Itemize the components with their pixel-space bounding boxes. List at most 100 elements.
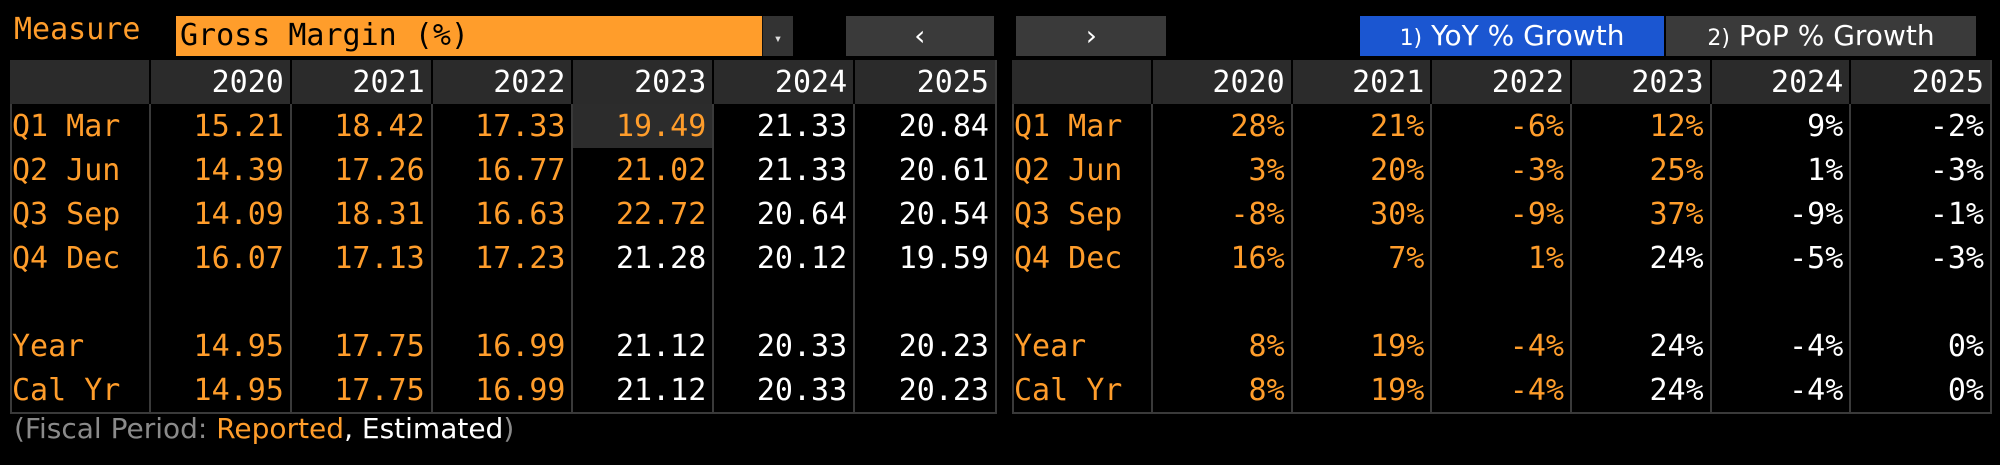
table-cell[interactable]: 21.33 — [712, 104, 855, 148]
dropdown-arrow-icon[interactable]: ▾ — [762, 16, 793, 56]
year-header[interactable]: 2024 — [712, 60, 855, 104]
table-cell[interactable]: -4% — [1709, 324, 1851, 368]
measure-select[interactable]: Gross Margin (%) — [176, 16, 792, 56]
year-header[interactable]: 2025 — [1849, 60, 1990, 104]
row-label[interactable]: Q3 Sep — [12, 196, 121, 232]
year-header[interactable]: 2022 — [430, 60, 573, 104]
year-header[interactable]: 2021 — [1290, 60, 1432, 104]
table-cell[interactable]: 21.12 — [571, 368, 714, 412]
table-cell[interactable]: -4% — [1430, 324, 1571, 368]
row-label[interactable]: Q3 Sep — [1014, 196, 1123, 232]
table-cell[interactable]: 17.23 — [430, 236, 573, 280]
table-cell[interactable]: -2% — [1849, 104, 1990, 148]
table-cell[interactable]: 22.72 — [571, 192, 714, 236]
prev-period-button[interactable]: ‹ — [846, 16, 994, 56]
year-header[interactable]: 2023 — [1569, 60, 1711, 104]
row-label[interactable]: Cal Yr — [1014, 372, 1123, 408]
table-cell[interactable]: 12% — [1569, 104, 1711, 148]
table-cell[interactable]: -3% — [1849, 236, 1990, 280]
table-cell[interactable]: -8% — [1151, 192, 1292, 236]
table-cell[interactable]: 16.07 — [149, 236, 291, 280]
table-cell[interactable]: 20.61 — [853, 148, 995, 192]
row-label[interactable]: Year — [12, 328, 85, 364]
table-cell[interactable]: 24% — [1569, 324, 1711, 368]
table-cell[interactable]: 17.75 — [289, 324, 432, 368]
table-cell[interactable]: 19.59 — [853, 236, 995, 280]
table-cell[interactable]: 17.26 — [289, 148, 432, 192]
table-cell[interactable]: 20% — [1290, 148, 1432, 192]
table-cell[interactable]: 20.33 — [712, 324, 855, 368]
table-cell[interactable]: 18.42 — [289, 104, 432, 148]
table-cell[interactable]: -4% — [1430, 368, 1571, 412]
pop-growth-button[interactable]: 2) PoP % Growth — [1666, 16, 1976, 56]
table-cell[interactable]: 14.09 — [149, 192, 291, 236]
row-label[interactable]: Q1 Mar — [1014, 108, 1123, 144]
year-header[interactable]: 2022 — [1430, 60, 1571, 104]
table-cell[interactable]: 20.23 — [853, 368, 995, 412]
table-cell[interactable]: 21.12 — [571, 324, 714, 368]
table-cell[interactable]: 20.33 — [712, 368, 855, 412]
table-cell[interactable]: -3% — [1849, 148, 1990, 192]
year-header[interactable]: 2023 — [571, 60, 714, 104]
yoy-growth-button[interactable]: 1) YoY % Growth — [1360, 16, 1664, 56]
table-cell[interactable]: 15.21 — [149, 104, 291, 148]
table-cell[interactable]: 28% — [1151, 104, 1292, 148]
table-cell[interactable]: 8% — [1151, 368, 1292, 412]
table-cell[interactable]: 14.39 — [149, 148, 291, 192]
table-cell[interactable]: 8% — [1151, 324, 1292, 368]
table-cell[interactable]: 24% — [1569, 368, 1711, 412]
table-cell[interactable]: 20.84 — [853, 104, 995, 148]
table-cell[interactable]: 17.33 — [430, 104, 573, 148]
row-label[interactable]: Year — [1014, 328, 1087, 364]
table-cell[interactable]: 19% — [1290, 324, 1432, 368]
table-cell[interactable]: 20.64 — [712, 192, 855, 236]
table-cell[interactable]: 19% — [1290, 368, 1432, 412]
table-cell[interactable]: 20.23 — [853, 324, 995, 368]
row-label[interactable]: Q4 Dec — [1014, 240, 1123, 276]
table-cell[interactable]: 17.13 — [289, 236, 432, 280]
table-cell[interactable]: 0% — [1849, 368, 1990, 412]
table-cell[interactable]: -9% — [1430, 192, 1571, 236]
table-cell[interactable]: 25% — [1569, 148, 1711, 192]
table-cell[interactable]: -4% — [1709, 368, 1851, 412]
next-period-button[interactable]: › — [1016, 16, 1166, 56]
table-cell[interactable]: 37% — [1569, 192, 1711, 236]
year-header[interactable]: 2020 — [1151, 60, 1292, 104]
year-header[interactable]: 2024 — [1709, 60, 1851, 104]
table-cell[interactable]: 0% — [1849, 324, 1990, 368]
table-cell[interactable]: 19.49 — [571, 104, 714, 148]
table-cell[interactable]: 18.31 — [289, 192, 432, 236]
table-cell[interactable]: 21% — [1290, 104, 1432, 148]
row-label[interactable]: Q2 Jun — [1014, 152, 1123, 188]
table-cell[interactable]: 14.95 — [149, 368, 291, 412]
table-cell[interactable]: 21.02 — [571, 148, 714, 192]
table-cell[interactable]: 16.99 — [430, 324, 573, 368]
row-label[interactable]: Q4 Dec — [12, 240, 121, 276]
table-cell[interactable]: 20.54 — [853, 192, 995, 236]
table-cell[interactable]: -6% — [1430, 104, 1571, 148]
table-cell[interactable]: -3% — [1430, 148, 1571, 192]
table-cell[interactable]: 14.95 — [149, 324, 291, 368]
table-cell[interactable]: -9% — [1709, 192, 1851, 236]
year-header[interactable]: 2025 — [853, 60, 995, 104]
year-header[interactable]: 2021 — [289, 60, 432, 104]
table-cell[interactable]: 20.12 — [712, 236, 855, 280]
table-cell[interactable]: 16.99 — [430, 368, 573, 412]
row-label[interactable]: Q2 Jun — [12, 152, 121, 188]
table-cell[interactable]: 30% — [1290, 192, 1432, 236]
table-cell[interactable]: 9% — [1709, 104, 1851, 148]
table-cell[interactable]: 1% — [1430, 236, 1571, 280]
table-cell[interactable]: 16.63 — [430, 192, 573, 236]
row-label[interactable]: Q1 Mar — [12, 108, 121, 144]
table-cell[interactable]: 21.28 — [571, 236, 714, 280]
table-cell[interactable]: 24% — [1569, 236, 1711, 280]
table-cell[interactable]: 3% — [1151, 148, 1292, 192]
table-cell[interactable]: 16.77 — [430, 148, 573, 192]
table-cell[interactable]: 16% — [1151, 236, 1292, 280]
year-header[interactable]: 2020 — [149, 60, 291, 104]
table-cell[interactable]: 7% — [1290, 236, 1432, 280]
table-cell[interactable]: -5% — [1709, 236, 1851, 280]
row-label[interactable]: Cal Yr — [12, 372, 121, 408]
table-cell[interactable]: 17.75 — [289, 368, 432, 412]
table-cell[interactable]: 1% — [1709, 148, 1851, 192]
